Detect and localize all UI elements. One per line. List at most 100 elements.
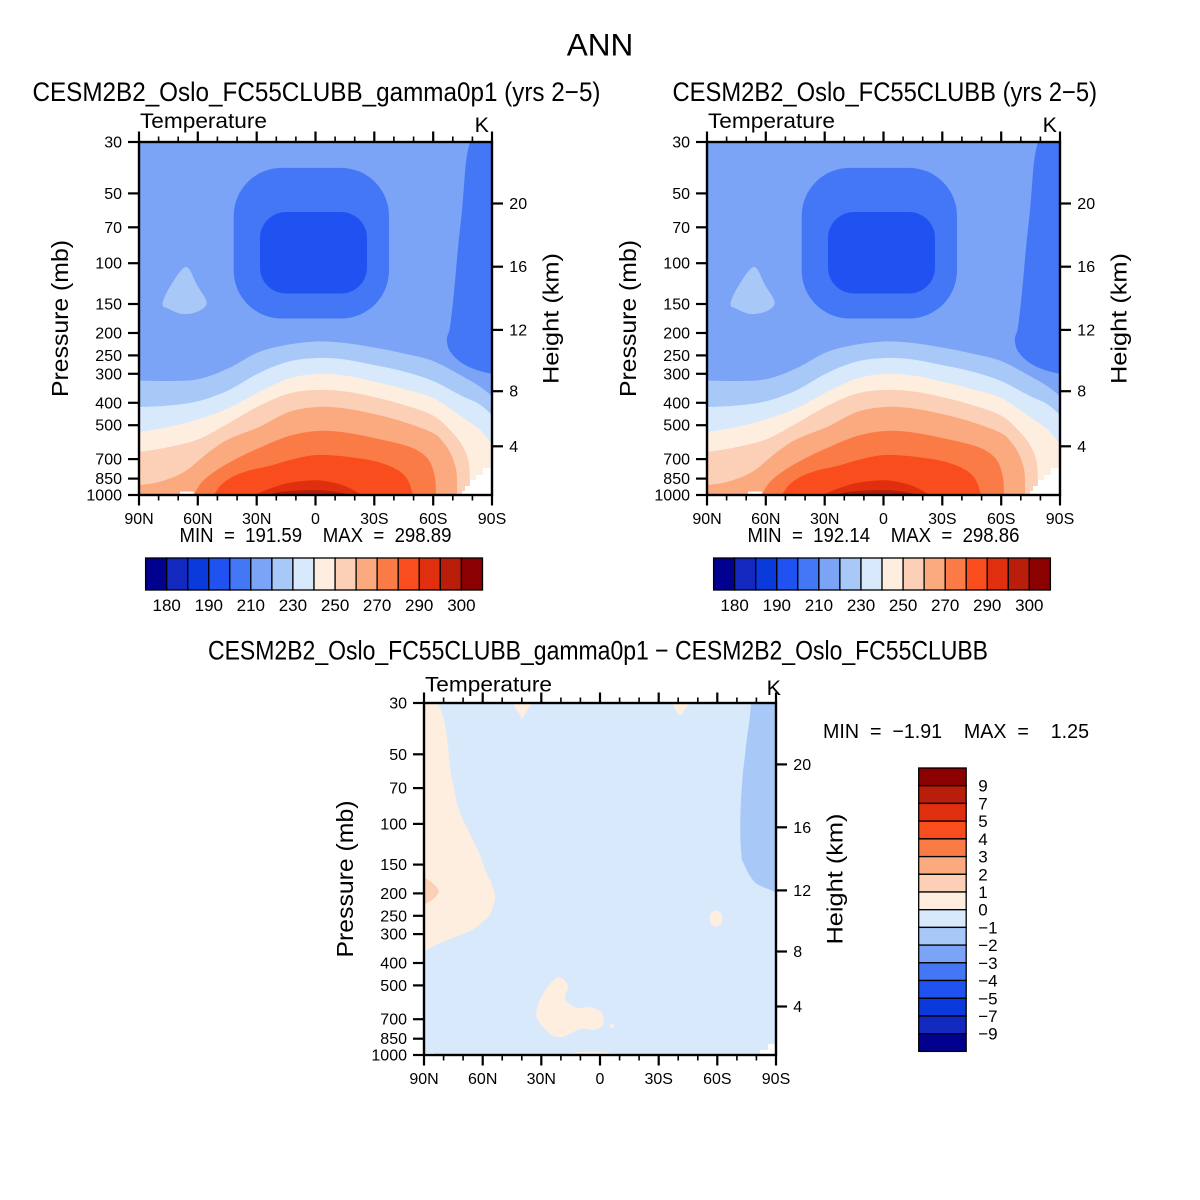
svg-text:20: 20: [509, 196, 527, 213]
svg-text:12: 12: [793, 883, 811, 900]
svg-text:30: 30: [104, 135, 122, 152]
svg-text:850: 850: [663, 471, 690, 488]
svg-text:16: 16: [509, 259, 527, 276]
svg-text:Pressure (mb): Pressure (mb): [332, 801, 358, 958]
svg-text:1000: 1000: [654, 488, 690, 505]
svg-text:50: 50: [104, 186, 122, 203]
svg-text:290: 290: [405, 596, 433, 615]
svg-text:30: 30: [389, 696, 407, 713]
svg-text:200: 200: [663, 326, 690, 343]
svg-text:−1: −1: [978, 918, 997, 937]
svg-text:500: 500: [380, 978, 407, 995]
svg-text:60N: 60N: [183, 511, 212, 528]
svg-text:CESM2B2_Oslo_FC55CLUBB (yrs 2−: CESM2B2_Oslo_FC55CLUBB (yrs 2−5): [673, 77, 1098, 107]
svg-text:−9: −9: [978, 1025, 997, 1044]
svg-text:−5: −5: [978, 989, 997, 1008]
svg-text:90N: 90N: [409, 1071, 438, 1088]
svg-text:4: 4: [793, 999, 802, 1016]
svg-text:8: 8: [509, 384, 518, 401]
svg-text:700: 700: [663, 452, 690, 469]
svg-text:0: 0: [596, 1071, 605, 1088]
svg-text:180: 180: [720, 596, 748, 615]
svg-text:250: 250: [663, 348, 690, 365]
svg-text:150: 150: [95, 297, 122, 314]
svg-text:700: 700: [95, 452, 122, 469]
svg-text:70: 70: [672, 220, 690, 237]
svg-text:70: 70: [104, 220, 122, 237]
svg-text:4: 4: [978, 830, 987, 849]
svg-text:2: 2: [978, 865, 987, 884]
svg-text:150: 150: [380, 857, 407, 874]
svg-text:8: 8: [793, 944, 802, 961]
svg-text:700: 700: [380, 1012, 407, 1029]
svg-text:270: 270: [931, 596, 959, 615]
svg-text:60N: 60N: [468, 1071, 497, 1088]
svg-text:150: 150: [663, 297, 690, 314]
svg-text:300: 300: [380, 927, 407, 944]
svg-text:1: 1: [978, 883, 987, 902]
svg-text:400: 400: [95, 395, 122, 412]
svg-text:400: 400: [663, 395, 690, 412]
svg-text:16: 16: [793, 820, 811, 837]
svg-text:60N: 60N: [751, 511, 780, 528]
svg-text:250: 250: [380, 908, 407, 925]
svg-text:270: 270: [363, 596, 391, 615]
svg-text:200: 200: [380, 886, 407, 903]
svg-text:250: 250: [321, 596, 349, 615]
svg-text:Temperature: Temperature: [140, 109, 267, 133]
svg-text:300: 300: [663, 366, 690, 383]
svg-text:Height (km): Height (km): [823, 814, 848, 945]
svg-text:30N: 30N: [527, 1071, 556, 1088]
svg-text:230: 230: [847, 596, 875, 615]
svg-text:90N: 90N: [692, 511, 721, 528]
svg-text:0: 0: [311, 511, 320, 528]
svg-text:5: 5: [978, 812, 987, 831]
svg-text:8: 8: [1077, 384, 1086, 401]
svg-text:MIN = 191.59 MAX = 298.: MIN = 191.59 MAX = 298.89: [180, 524, 452, 547]
svg-text:300: 300: [1015, 596, 1043, 615]
svg-text:30: 30: [672, 135, 690, 152]
svg-text:16: 16: [1077, 259, 1095, 276]
svg-text:60S: 60S: [987, 511, 1015, 528]
svg-text:500: 500: [663, 418, 690, 435]
svg-text:4: 4: [1077, 439, 1086, 456]
svg-text:Height (km): Height (km): [1107, 253, 1132, 384]
svg-text:MIN = −1.91 MAX = 1.2: MIN = −1.91 MAX = 1.25: [823, 720, 1089, 743]
svg-text:K: K: [475, 113, 490, 137]
svg-text:0: 0: [879, 511, 888, 528]
svg-text:ANN: ANN: [567, 26, 634, 62]
svg-text:180: 180: [153, 596, 181, 615]
svg-text:4: 4: [509, 439, 518, 456]
svg-text:850: 850: [95, 471, 122, 488]
svg-text:30S: 30S: [360, 511, 388, 528]
svg-text:MIN = 192.14 MAX = 298.: MIN = 192.14 MAX = 298.86: [748, 524, 1020, 547]
svg-text:CESM2B2_Oslo_FC55CLUBB_gamma0p: CESM2B2_Oslo_FC55CLUBB_gamma0p1 (yrs 2−5…: [33, 77, 601, 107]
svg-text:250: 250: [889, 596, 917, 615]
svg-text:100: 100: [663, 256, 690, 273]
svg-text:CESM2B2_Oslo_FC55CLUBB_gamma0p: CESM2B2_Oslo_FC55CLUBB_gamma0p1 − CESM2B…: [208, 636, 988, 666]
svg-text:250: 250: [95, 348, 122, 365]
svg-text:70: 70: [389, 781, 407, 798]
svg-text:30N: 30N: [242, 511, 271, 528]
svg-text:90S: 90S: [478, 511, 506, 528]
svg-text:1000: 1000: [371, 1048, 407, 1065]
svg-text:230: 230: [279, 596, 307, 615]
svg-text:Height (km): Height (km): [539, 253, 564, 384]
svg-text:50: 50: [672, 186, 690, 203]
svg-text:3: 3: [978, 848, 987, 867]
svg-text:90N: 90N: [124, 511, 153, 528]
svg-text:−3: −3: [978, 954, 997, 973]
svg-text:30S: 30S: [644, 1071, 672, 1088]
svg-text:9: 9: [978, 777, 987, 796]
svg-text:Temperature: Temperature: [708, 109, 835, 133]
svg-text:K: K: [1043, 113, 1058, 137]
svg-text:400: 400: [380, 956, 407, 973]
svg-text:850: 850: [380, 1031, 407, 1048]
svg-text:60S: 60S: [703, 1071, 731, 1088]
svg-text:12: 12: [509, 322, 527, 339]
svg-text:−4: −4: [978, 972, 997, 991]
svg-text:300: 300: [95, 366, 122, 383]
svg-text:100: 100: [380, 816, 407, 833]
svg-text:210: 210: [237, 596, 265, 615]
svg-text:20: 20: [1077, 196, 1095, 213]
